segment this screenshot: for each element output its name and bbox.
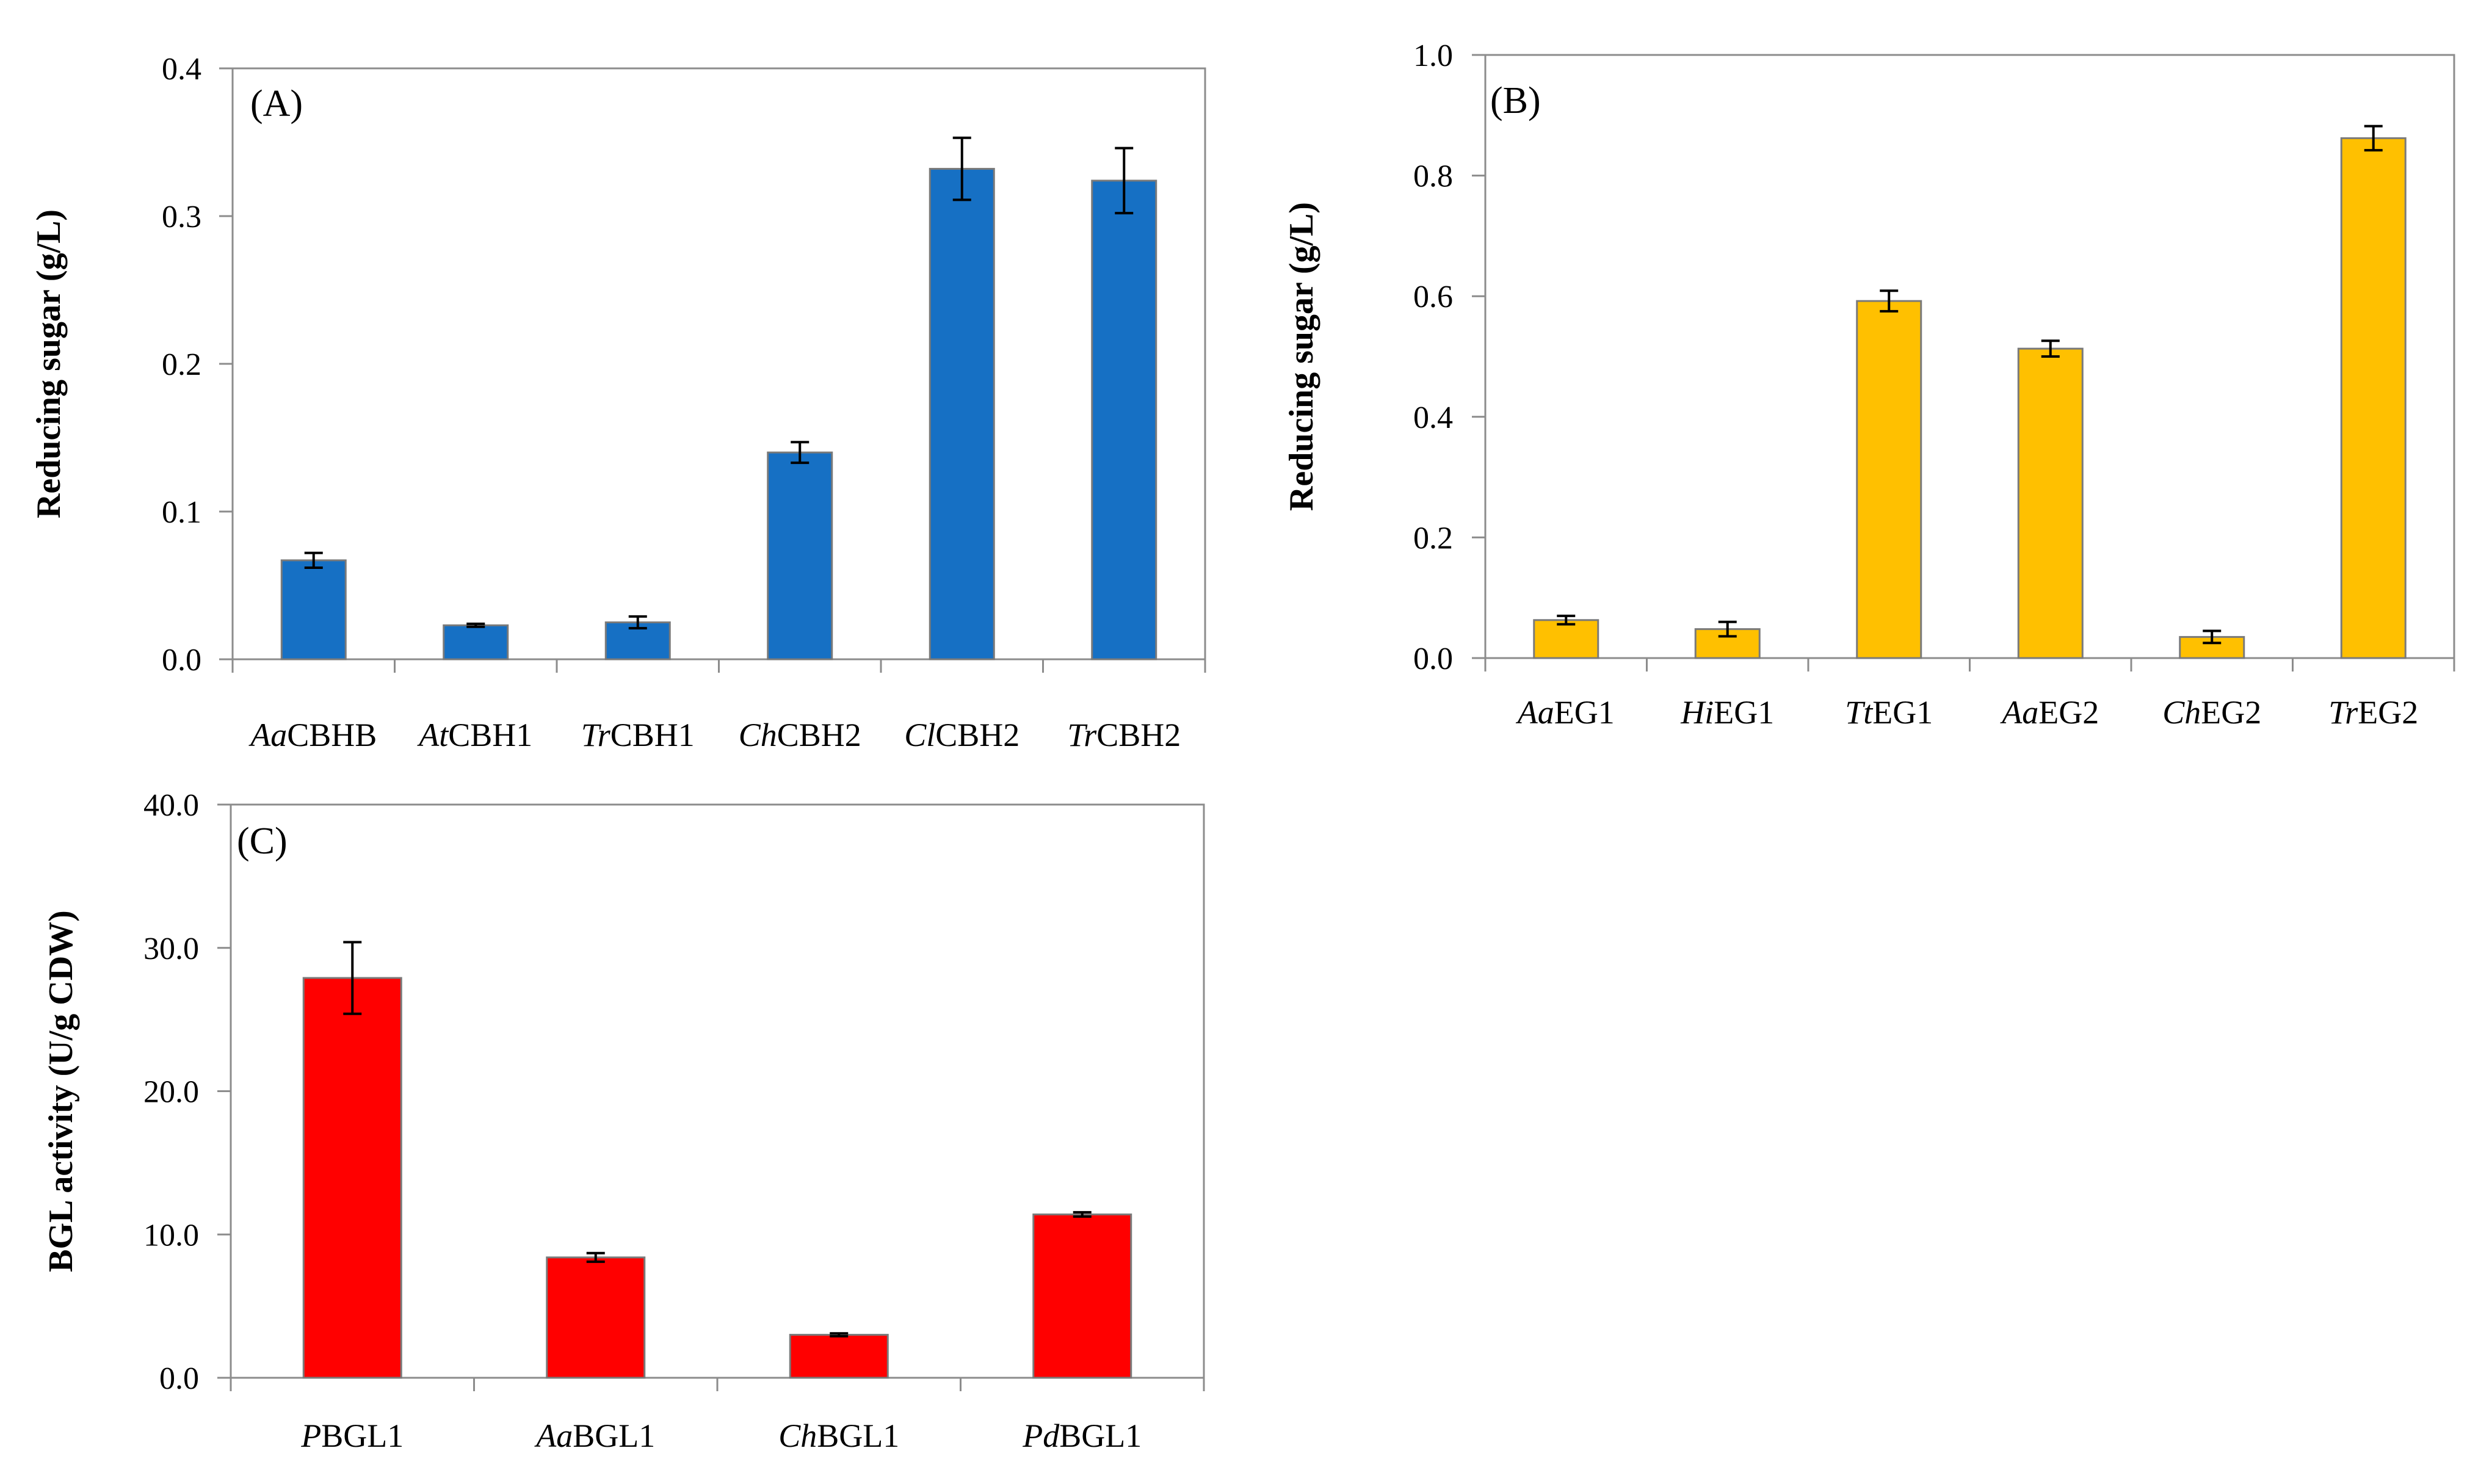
panel-label: (C) <box>237 820 288 862</box>
y-tick-label: 0.0 <box>1413 642 1453 676</box>
chart-panel-1: 0.0 0.2 0.4 0.6 0.8 1.0 AaEG1 HiEG1 TtEG1 AaEG2 Ch… <box>1283 38 2455 731</box>
plot-frame <box>231 67 1206 661</box>
x-category-label: AaEG1 <box>1516 694 1615 731</box>
x-category-label: TrCBH2 <box>1067 717 1181 753</box>
x-category-label: AtCBH1 <box>417 717 532 753</box>
x-category-label: AaEG2 <box>2000 694 2099 731</box>
bar <box>2017 347 2084 659</box>
bar <box>1533 619 1599 659</box>
bar <box>767 451 833 661</box>
y-tick-label: 20.0 <box>143 1075 199 1110</box>
y-tick-label: 0.2 <box>1413 521 1453 556</box>
x-category-label: TtEG1 <box>1845 694 1933 731</box>
bar <box>1091 179 1157 661</box>
y-axis-title: Reducing sugar (g/L) <box>30 209 68 518</box>
y-tick-label: 10.0 <box>143 1218 199 1253</box>
bar <box>1856 300 1922 659</box>
y-tick-label: 0.2 <box>162 347 201 382</box>
bar <box>789 1334 889 1379</box>
panel-label: (B) <box>1490 80 1541 121</box>
x-category-label: AaCBHB <box>248 717 377 753</box>
bar <box>2340 137 2407 659</box>
x-category-label: ChEG2 <box>2162 694 2261 731</box>
bar <box>546 1256 646 1379</box>
y-tick-label: 0.3 <box>162 200 201 234</box>
x-category-label: HiEG1 <box>1680 694 1774 731</box>
x-category-label: PBGL1 <box>300 1417 404 1454</box>
y-axis-title: BGL activity (U/g CDW) <box>42 910 80 1272</box>
y-tick-label: 0.4 <box>1413 400 1453 435</box>
y-tick-label: 0.1 <box>162 495 201 530</box>
y-tick-label: 40.0 <box>143 788 199 823</box>
y-tick-label: 0.0 <box>162 643 201 678</box>
chart-panel-0: 0.0 0.1 0.2 0.3 0.4 AaCBHB AtCBH1 TrCBH1 ChCBH2 C… <box>30 52 1206 753</box>
y-axis-title: Reducing sugar (g/L) <box>1283 202 1320 511</box>
x-category-label: ChBGL1 <box>778 1417 899 1454</box>
bar <box>302 977 402 1379</box>
x-category-label: ClCBH2 <box>904 717 1020 753</box>
bar <box>1032 1213 1132 1379</box>
x-category-label: ChCBH2 <box>739 717 861 753</box>
x-category-label: PdBGL1 <box>1022 1417 1142 1454</box>
y-tick-label: 0.6 <box>1413 280 1453 314</box>
x-category-label: TrEG2 <box>2328 694 2418 731</box>
y-tick-label: 0.0 <box>159 1361 199 1396</box>
panel-label: (A) <box>250 83 303 125</box>
y-tick-label: 0.4 <box>162 52 201 87</box>
y-tick-label: 1.0 <box>1413 38 1453 73</box>
bar <box>280 559 347 661</box>
y-tick-label: 30.0 <box>143 932 199 966</box>
bar <box>443 624 509 661</box>
bar <box>929 168 995 661</box>
plot-frame <box>1484 54 2455 659</box>
x-category-label: TrCBH1 <box>581 717 695 753</box>
x-category-label: AaBGL1 <box>534 1417 655 1454</box>
chart-panel-2: 0.0 10.0 20.0 30.0 40.0 PBGL1 AaBGL1 ChBGL1 PdBG… <box>42 788 1205 1454</box>
y-tick-label: 0.8 <box>1413 159 1453 194</box>
